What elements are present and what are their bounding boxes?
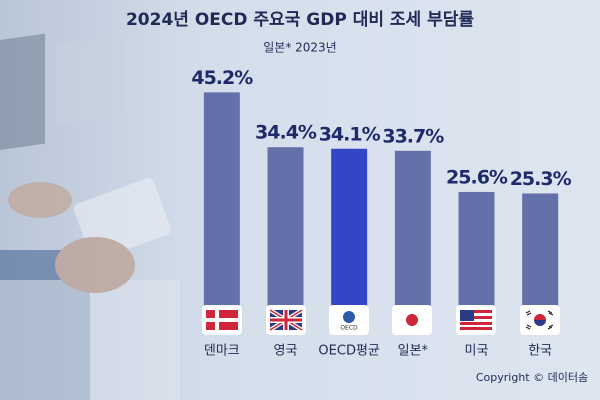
bar [331, 148, 368, 322]
x-tick-label: 영국 [274, 344, 298, 359]
value-label: 45.2% [191, 67, 253, 89]
bar [458, 191, 495, 322]
chart-title: 2024년 OECD 주요국 GDP 대비 조세 부담률 [126, 10, 474, 30]
bar [203, 92, 240, 322]
bar [267, 147, 304, 322]
svg-text:OECD: OECD [340, 325, 358, 332]
x-tick-label: 덴마크 [204, 344, 240, 359]
bar [522, 193, 559, 322]
value-label: 34.4% [255, 122, 317, 144]
value-label: 25.6% [446, 166, 508, 188]
background-photo [0, 32, 180, 400]
plot-area: 45.2% 34.4% 34.1% 33.7%25.6% 25.3% [191, 67, 573, 322]
x-tick-label: OECD평균 [318, 344, 379, 359]
bar [394, 150, 431, 322]
flags: OECD [202, 305, 560, 335]
x-tick-label: 일본* [398, 344, 429, 359]
x-tick-label: 미국 [465, 344, 489, 359]
copyright: Copyright © 데이터솜 [476, 371, 588, 384]
value-label: 34.1% [319, 123, 381, 145]
value-label: 33.7% [382, 125, 444, 147]
x-tick-label: 한국 [528, 344, 552, 359]
value-label: 25.3% [510, 168, 572, 190]
chart-subtitle: 일본* 2023년 [263, 41, 336, 55]
